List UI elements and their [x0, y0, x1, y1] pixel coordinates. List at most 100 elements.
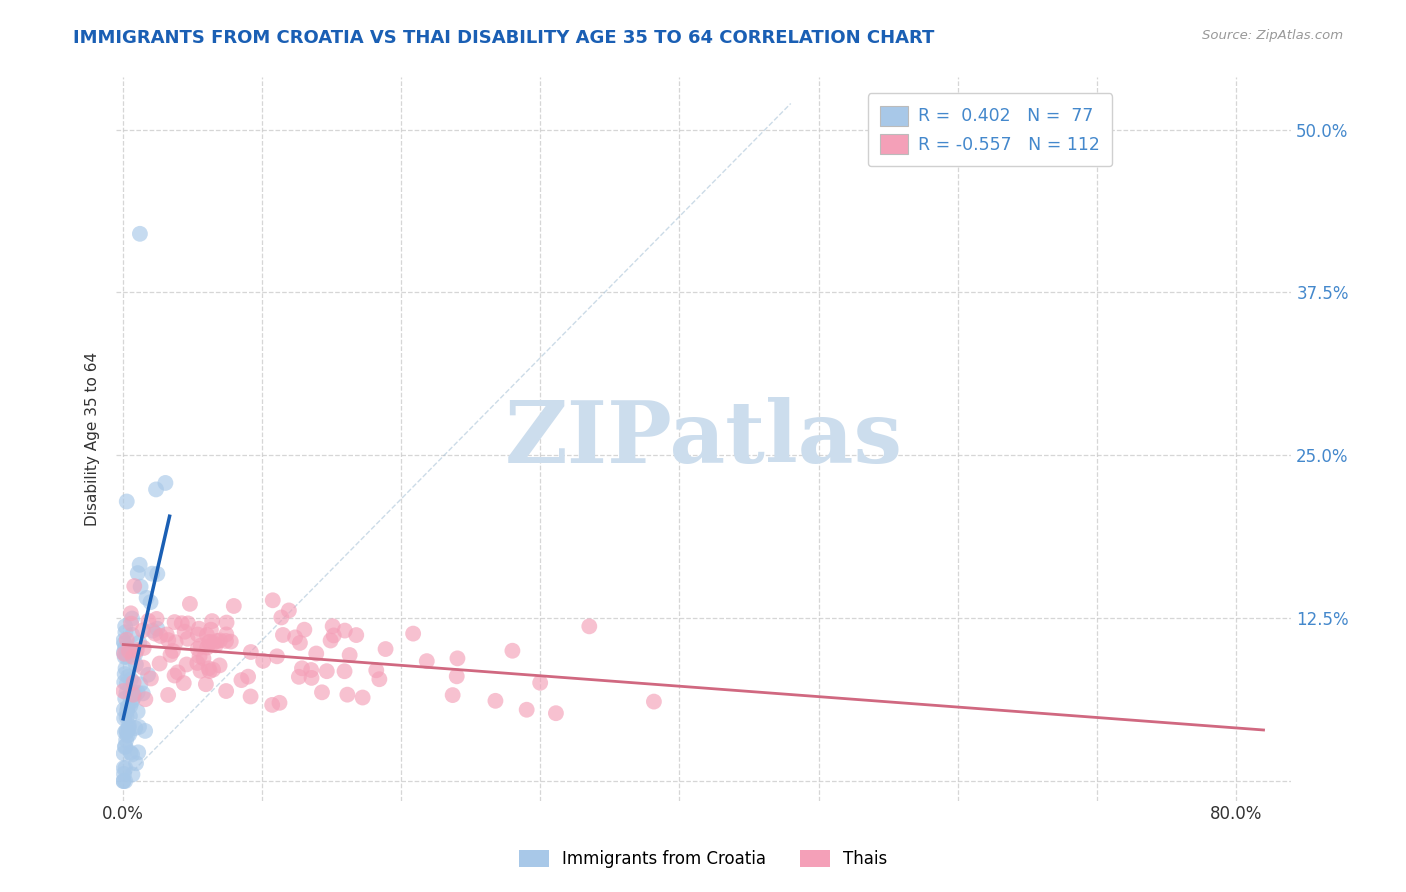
Point [305, 647, 328, 661]
Point [198, 635, 221, 649]
Point [114, 619, 136, 633]
Point [115, 724, 138, 739]
Point [163, 668, 186, 682]
Point [578, 619, 600, 633]
Point [112, 633, 135, 648]
Point [322, 628, 344, 642]
Point [128, 558, 150, 572]
Point [120, 698, 142, 713]
Text: Source: ZipAtlas.com: Source: ZipAtlas.com [1202, 29, 1343, 43]
Point [319, 633, 342, 648]
Point [132, 686, 155, 700]
Point [115, 723, 138, 738]
Point [145, 483, 167, 497]
Point [222, 599, 245, 613]
Point [315, 664, 337, 678]
Point [155, 475, 177, 490]
Point [200, 623, 222, 637]
Point [114, 739, 136, 753]
Point [143, 626, 166, 640]
Point [129, 580, 152, 594]
Point [125, 756, 148, 771]
Point [311, 685, 333, 699]
Point [122, 690, 145, 705]
Point [188, 649, 211, 664]
Point [165, 635, 187, 649]
Point [114, 649, 136, 664]
Point [114, 761, 136, 775]
Point [112, 761, 135, 775]
Point [198, 664, 221, 678]
Point [122, 579, 145, 593]
Point [170, 616, 193, 631]
Point [193, 651, 215, 665]
Point [134, 723, 156, 738]
Point [112, 747, 135, 761]
Point [115, 704, 138, 718]
Point [202, 636, 225, 650]
Point [291, 661, 314, 675]
Point [516, 703, 538, 717]
Point [149, 657, 172, 671]
Point [190, 664, 212, 678]
Point [120, 746, 142, 760]
Point [114, 667, 136, 681]
Point [146, 566, 169, 581]
Point [115, 494, 138, 508]
Point [134, 692, 156, 706]
Point [129, 227, 152, 241]
Point [115, 710, 138, 724]
Point [141, 566, 163, 581]
Point [299, 663, 322, 677]
Point [284, 631, 307, 645]
Point [195, 628, 218, 642]
Point [208, 633, 231, 648]
Point [292, 623, 315, 637]
Point [127, 685, 149, 699]
Point [115, 733, 138, 747]
Point [121, 648, 143, 662]
Point [136, 667, 159, 681]
Point [115, 632, 138, 647]
Point [271, 628, 294, 642]
Point [115, 649, 138, 664]
Point [446, 669, 468, 683]
Point [149, 629, 172, 643]
Point [173, 624, 195, 639]
Legend: Immigrants from Croatia, Thais: Immigrants from Croatia, Thais [512, 843, 894, 875]
Point [114, 640, 136, 655]
Point [446, 651, 468, 665]
Point [112, 767, 135, 781]
Point [544, 706, 567, 721]
Y-axis label: Disability Age 35 to 64: Disability Age 35 to 64 [86, 352, 100, 526]
Point [124, 685, 146, 699]
Point [112, 684, 135, 698]
Point [501, 644, 523, 658]
Point [117, 728, 139, 742]
Point [114, 636, 136, 650]
Point [215, 627, 238, 641]
Point [138, 614, 160, 628]
Point [162, 644, 184, 658]
Point [368, 672, 391, 686]
Point [118, 721, 141, 735]
Point [112, 774, 135, 789]
Point [118, 644, 141, 658]
Point [127, 745, 149, 759]
Point [120, 616, 142, 631]
Point [121, 611, 143, 625]
Point [112, 703, 135, 717]
Point [201, 614, 224, 628]
Point [117, 700, 139, 714]
Point [118, 728, 141, 742]
Point [352, 690, 374, 705]
Point [195, 640, 218, 655]
Point [122, 675, 145, 690]
Text: IMMIGRANTS FROM CROATIA VS THAI DISABILITY AGE 35 TO 64 CORRELATION CHART: IMMIGRANTS FROM CROATIA VS THAI DISABILI… [73, 29, 935, 47]
Point [177, 616, 200, 631]
Point [124, 721, 146, 735]
Point [156, 627, 179, 641]
Point [270, 610, 292, 624]
Point [236, 670, 259, 684]
Point [187, 627, 209, 641]
